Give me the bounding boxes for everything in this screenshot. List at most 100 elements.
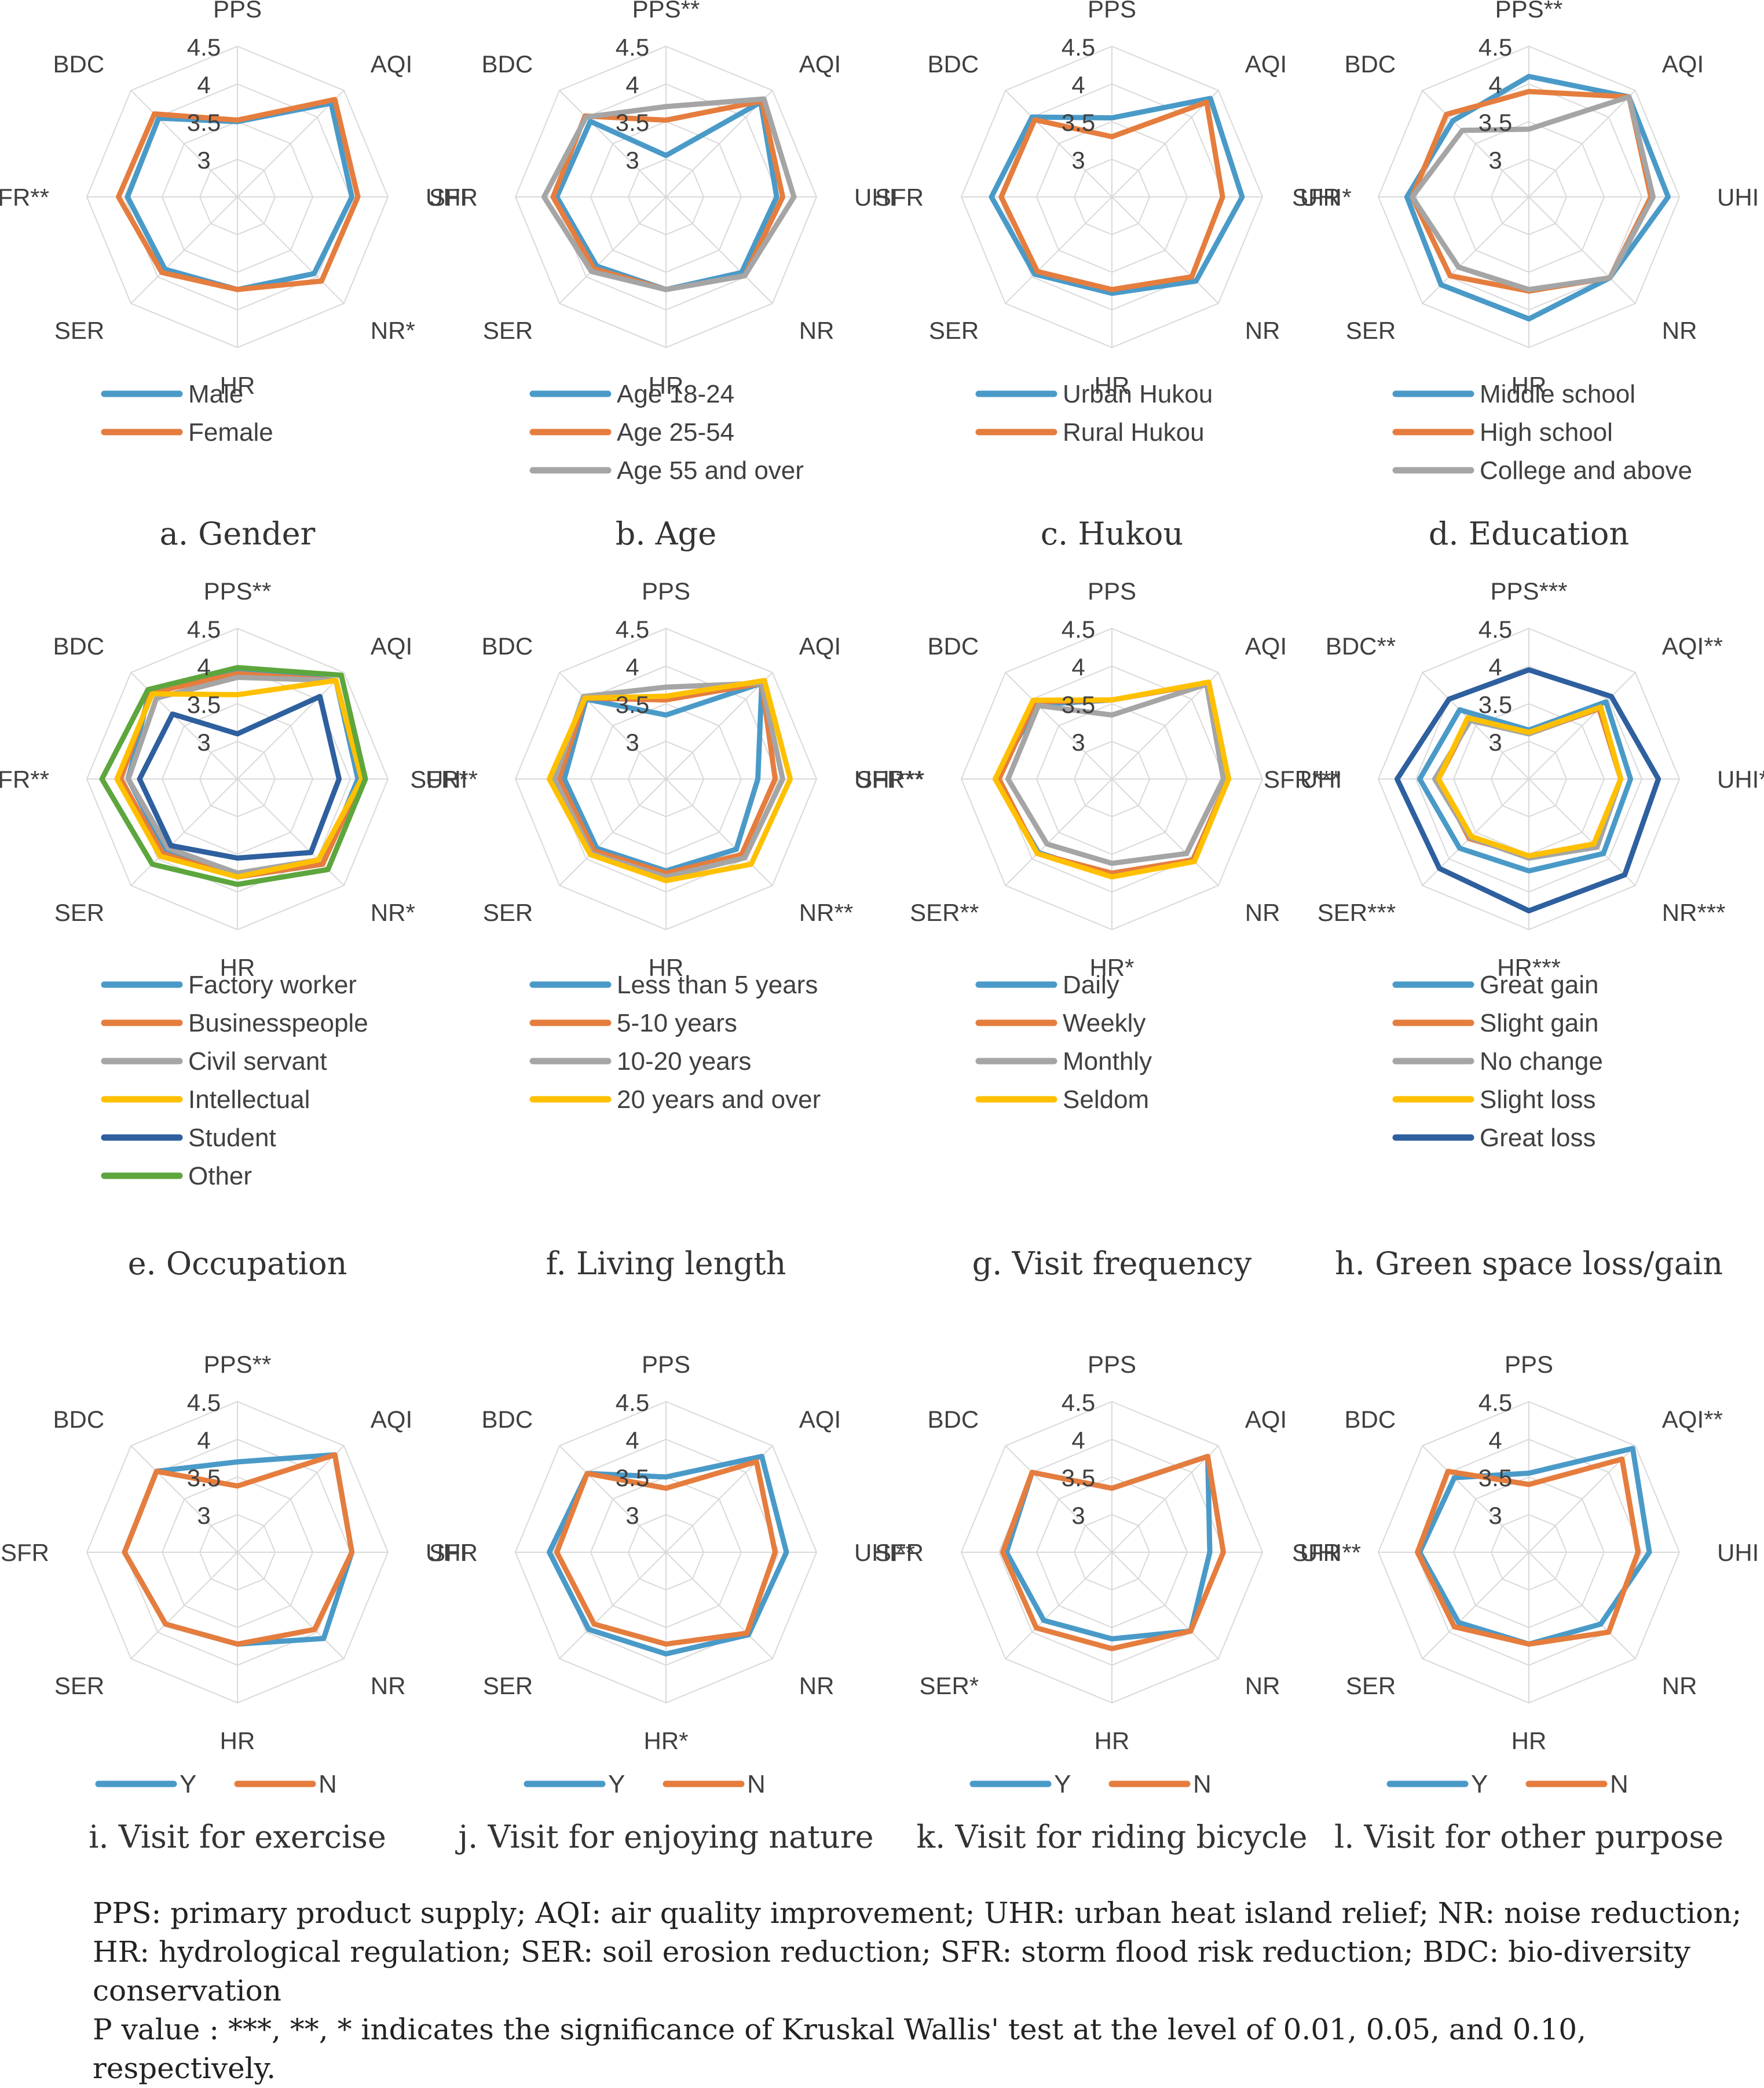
axis-label: AQI xyxy=(371,1406,412,1433)
legend-label: Great loss xyxy=(1480,1124,1596,1152)
axis-label: UHI*** xyxy=(1717,766,1764,793)
axis-label: PPS xyxy=(1088,577,1136,605)
radar-spoke xyxy=(237,1445,345,1553)
axis-label: PPS*** xyxy=(1490,577,1567,605)
legend-label: Y xyxy=(608,1770,625,1798)
axis-label: NR** xyxy=(799,899,853,926)
axis-label: SFR xyxy=(1292,1539,1341,1566)
radar-spoke xyxy=(1005,196,1112,304)
tick-label: 4 xyxy=(1071,71,1085,98)
series-line xyxy=(1436,704,1624,859)
axis-label: HR xyxy=(1095,372,1130,399)
tick-label: 3.5 xyxy=(1062,691,1095,718)
tick-label: 4 xyxy=(1488,71,1502,98)
radar-spoke xyxy=(1111,196,1219,304)
tick-label: 4 xyxy=(1071,653,1085,681)
axis-label: PPS xyxy=(213,0,262,23)
radar-panel: 3 3.5 4 4.5 PPS** AQI UHI NR* HR SER SFR** BDC Facto… xyxy=(0,577,467,1190)
radar-spoke xyxy=(1422,672,1529,780)
axis-label: NR* xyxy=(371,899,415,926)
tick-label: 4 xyxy=(1488,1427,1502,1454)
radar-spoke xyxy=(1111,778,1219,886)
tick-label: 3 xyxy=(625,147,639,174)
axis-label: UHI xyxy=(426,184,467,211)
tick-label: 4 xyxy=(1488,653,1502,681)
series-line xyxy=(1404,74,1671,322)
legend-label: Male xyxy=(188,380,243,408)
axis-label: NR xyxy=(1662,1672,1697,1699)
radar-panel: 3 3.5 4 4.5 PPS** AQI UHI NR HR SER SFR BDC Middle s… xyxy=(1292,0,1759,485)
legend-label: N xyxy=(747,1770,766,1798)
axis-label: AQI xyxy=(799,50,841,78)
series-line xyxy=(998,99,1225,292)
axis-label: SER xyxy=(1346,317,1396,344)
axis-label: HR xyxy=(220,1727,255,1754)
legend-label: Seldom xyxy=(1063,1085,1149,1114)
axis-label: SER xyxy=(54,899,104,926)
axis-label: NR xyxy=(1662,317,1697,344)
tick-label: 3.5 xyxy=(616,1464,649,1491)
legend-label: Less than 5 years xyxy=(617,971,818,999)
tick-label: 4.5 xyxy=(616,616,649,643)
axis-label: UHI xyxy=(426,1539,467,1566)
legend-label: 10-20 years xyxy=(617,1047,751,1076)
axis-label: AQI xyxy=(1245,50,1287,78)
axis-label: PPS** xyxy=(204,577,272,605)
tick-label: 4 xyxy=(625,71,639,98)
legend-label: N xyxy=(1610,1770,1628,1798)
legend-label: Middle school xyxy=(1480,380,1635,408)
radar-spoke xyxy=(665,778,773,886)
legend-label: Factory worker xyxy=(188,971,357,999)
axis-label: AQI xyxy=(371,632,412,660)
legend-label: Intellectual xyxy=(188,1085,310,1114)
axis-label: HR xyxy=(220,372,255,399)
axis-label: PPS xyxy=(1088,0,1136,23)
tick-label: 3.5 xyxy=(616,109,649,136)
axis-label: SFR xyxy=(875,184,924,211)
axis-label: BDC** xyxy=(1326,632,1396,660)
series-line xyxy=(1415,1456,1641,1647)
legend-label: 20 years and over xyxy=(617,1085,821,1114)
tick-label: 3 xyxy=(1071,1502,1085,1529)
tick-label: 4.5 xyxy=(187,1389,221,1416)
radar-spoke xyxy=(237,90,345,198)
legend-label: High school xyxy=(1480,418,1613,447)
tick-label: 3 xyxy=(1488,729,1502,756)
tick-label: 3.5 xyxy=(1062,109,1095,136)
radar-spoke xyxy=(559,778,667,886)
tick-label: 4 xyxy=(197,71,210,98)
axis-label: SFR*** xyxy=(1264,766,1341,793)
axis-label: PPS xyxy=(1088,1351,1136,1378)
legend-label: N xyxy=(319,1770,337,1798)
axis-label: HR xyxy=(1512,372,1547,399)
tick-label: 4.5 xyxy=(187,34,221,61)
legend: Age 18-24 Age 25-54 Age 55 and over xyxy=(529,380,804,485)
legend: Less than 5 years 5-10 years 10-20 years 20… xyxy=(529,971,821,1114)
panel-caption: k. Visit for riding bicycle xyxy=(916,1819,1308,1855)
axis-label: BDC xyxy=(482,1406,533,1433)
axis-label: PPS** xyxy=(1495,0,1563,23)
tick-label: 4.5 xyxy=(1062,34,1095,61)
axis-label: HR xyxy=(649,372,684,399)
radar-spoke xyxy=(1528,778,1636,886)
legend: Factory worker Businesspeople Civil servan… xyxy=(101,971,368,1190)
panel-caption: b. Age xyxy=(615,515,717,552)
panel-caption: l. Visit for other purpose xyxy=(1334,1819,1724,1855)
axis-label: UHI** xyxy=(1300,1539,1361,1566)
legend-label: No change xyxy=(1480,1047,1603,1076)
panel-caption: j. Visit for enjoying nature xyxy=(458,1819,874,1855)
radar-spoke xyxy=(1005,672,1112,780)
series-line xyxy=(1417,699,1633,874)
axis-label: UHI** xyxy=(854,1539,915,1566)
radar-spoke xyxy=(130,90,238,198)
axis-label: NR xyxy=(371,1672,406,1699)
axis-label: AQI xyxy=(1662,50,1704,78)
axis-label: UHI xyxy=(1300,766,1342,793)
series-line xyxy=(1395,667,1661,913)
radar-spoke xyxy=(1111,672,1219,780)
axis-label: SER** xyxy=(910,899,979,926)
tick-label: 4.5 xyxy=(1478,1389,1512,1416)
tick-label: 3 xyxy=(197,147,210,174)
radar-spoke xyxy=(1528,196,1636,304)
